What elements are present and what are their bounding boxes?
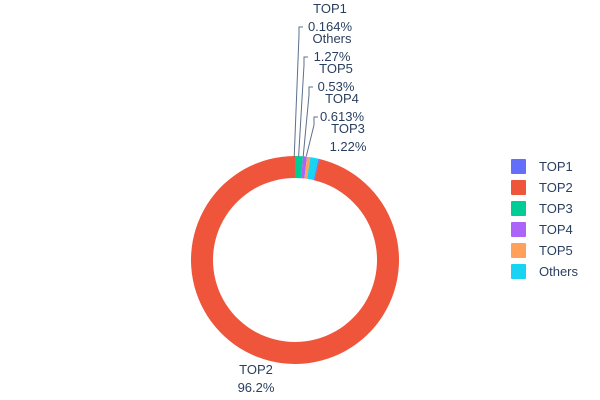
legend-item-top4[interactable]: TOP4 (511, 219, 597, 240)
slice-label-name-top1: TOP1 (313, 1, 347, 16)
slice-label-name-others: Others (312, 31, 352, 46)
leader-line-top1 (293, 26, 303, 158)
legend-item-top1[interactable]: TOP1 (511, 156, 597, 177)
slice-label-name-top5: TOP5 (319, 61, 353, 76)
legend-swatch-icon (511, 243, 526, 258)
legend: TOP1 TOP2 TOP3 TOP4 TOP5 Others (511, 156, 597, 282)
slice-label-name-top3: TOP3 (331, 121, 365, 136)
legend-item-label: TOP4 (539, 222, 573, 237)
donut-slices (190, 156, 399, 364)
slice-label-percent-top4: 0.613% (320, 109, 365, 124)
legend-swatch-icon (511, 159, 526, 174)
legend-item-others[interactable]: Others (511, 261, 597, 282)
legend-item-top2[interactable]: TOP2 (511, 177, 597, 198)
legend-item-top3[interactable]: TOP3 (511, 198, 597, 219)
slice-label-percent-top3: 1.22% (330, 139, 367, 154)
slice-labels: TOP1 0.164%Others 1.27%TOP5 0.53%TOP4 0.613%… (238, 1, 367, 395)
slice-label-name-top2: TOP2 (239, 362, 273, 377)
legend-swatch-icon (511, 180, 526, 195)
slice-label-percent-top1: 0.164% (308, 19, 353, 34)
donut-slice-top4[interactable] (301, 156, 307, 179)
legend-item-label: Others (539, 264, 579, 279)
donut-slice-top2[interactable] (190, 156, 399, 364)
legend-swatch-icon (511, 222, 526, 237)
leader-lines (293, 26, 318, 158)
legend-item-top5[interactable]: TOP5 (511, 240, 597, 261)
donut-slice-others[interactable] (307, 157, 319, 181)
legend-item-label: TOP5 (539, 243, 573, 258)
legend-item-label: TOP1 (539, 159, 573, 174)
slice-label-name-top4: TOP4 (325, 91, 359, 106)
slice-label-percent-top5: 0.53% (318, 79, 355, 94)
leader-line-top5 (302, 86, 313, 157)
leader-line-top4 (305, 116, 318, 157)
leader-line-others (298, 56, 308, 157)
slice-label-percent-others: 1.27% (314, 49, 351, 64)
legend-item-label: TOP3 (539, 201, 573, 216)
donut-slice-top5[interactable] (304, 156, 311, 179)
donut-slice-top1[interactable] (313, 158, 320, 181)
slice-label-percent-top2: 96.2% (238, 380, 275, 395)
legend-swatch-icon (511, 264, 526, 279)
donut-slice-top3[interactable] (295, 156, 303, 179)
legend-swatch-icon (511, 201, 526, 216)
legend-item-label: TOP2 (539, 180, 573, 195)
